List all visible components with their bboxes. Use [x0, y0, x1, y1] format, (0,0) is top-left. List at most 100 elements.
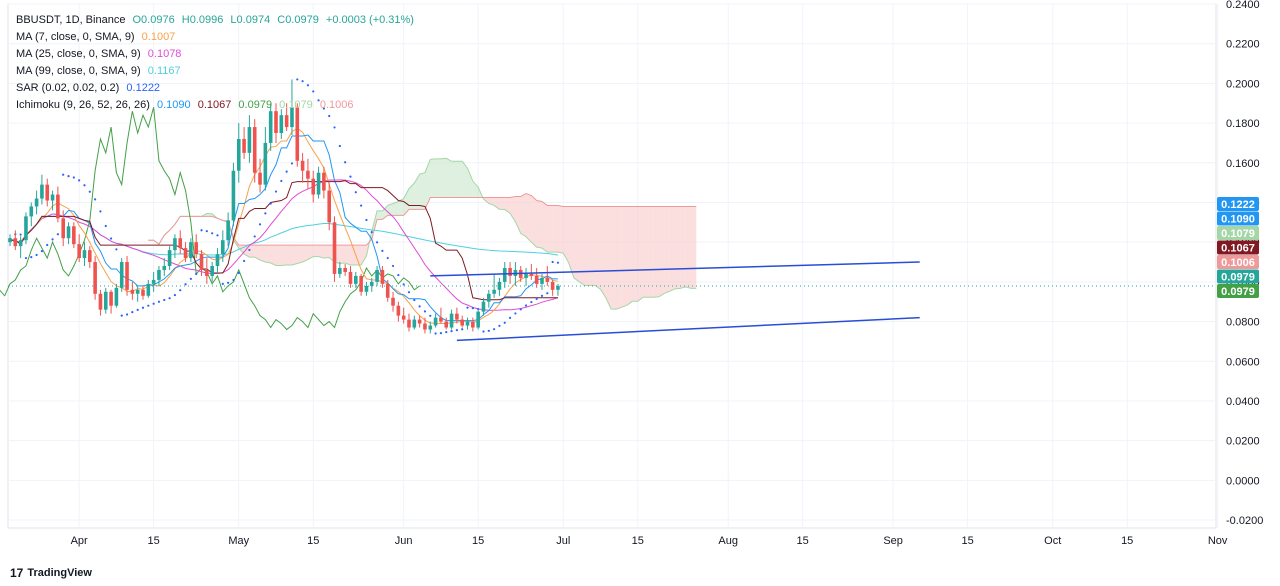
- price-label: 0.1067: [1217, 240, 1259, 255]
- sar-dot: [402, 283, 405, 286]
- x-tick-label: 15: [307, 535, 319, 547]
- candle-body: [412, 319, 417, 328]
- candle-body: [322, 172, 326, 191]
- cloud-segment: [276, 245, 282, 266]
- x-tick-label: Sep: [883, 535, 903, 547]
- trendline-lower: [456, 316, 920, 342]
- y-tick-label: 0.0200: [1226, 436, 1260, 448]
- sar-dot: [418, 305, 421, 308]
- ma99-legend-row[interactable]: MA (99, close, 0, SMA, 9) 0.1167: [16, 63, 418, 80]
- cloud-segment: [504, 197, 511, 214]
- y-tick-label: 0.2000: [1226, 78, 1260, 90]
- trendlines[interactable]: [430, 261, 920, 342]
- cloud-segment: [403, 188, 409, 216]
- sar-dot: [242, 259, 246, 263]
- cloud-segment: [680, 206, 686, 289]
- candle-body: [316, 172, 321, 195]
- ma25-label: MA (25, close, 0, SMA, 9): [16, 48, 141, 60]
- ichimoku-legend-row[interactable]: Ichimoku (9, 26, 52, 26, 26) 0.1090 0.10…: [16, 97, 418, 114]
- price-label-text: 0.1067: [1221, 243, 1255, 255]
- cloud-segment: [414, 174, 420, 210]
- sar-dot: [152, 302, 155, 305]
- sar-dot: [434, 332, 437, 335]
- candle-body: [327, 190, 331, 223]
- candle-body: [508, 267, 512, 276]
- candle-body: [417, 319, 422, 324]
- price-label-text: 0.0979: [1221, 286, 1255, 298]
- cloud-segment: [690, 206, 697, 289]
- sar-dot: [99, 210, 102, 213]
- cloud-segment: [542, 201, 548, 253]
- sar-dot: [248, 248, 251, 252]
- ma7-legend-row[interactable]: MA (7, close, 0, SMA, 9) 0.1007: [16, 29, 418, 46]
- symbol-legend-row[interactable]: BBUSDT, 1D, Binance O0.0976 H0.0996 L0.0…: [16, 12, 418, 29]
- ma99-value: 0.1167: [147, 65, 181, 77]
- sar-dot: [524, 304, 528, 307]
- sar-dot: [306, 84, 310, 87]
- sar-dot: [227, 281, 230, 284]
- sar-dot: [40, 249, 44, 253]
- sar-dot: [19, 233, 22, 236]
- candle-body: [487, 293, 491, 302]
- tradingview-branding[interactable]: 17 TradingView: [10, 566, 92, 580]
- sar-dot: [322, 107, 325, 110]
- candle-body: [61, 218, 65, 239]
- candle-body: [167, 250, 172, 266]
- sar-dot: [179, 289, 182, 292]
- sar-dot: [370, 231, 373, 234]
- price-label-bg: [1217, 240, 1259, 255]
- x-tick-label: 15: [148, 535, 160, 547]
- price-label: 0.0979: [1217, 284, 1259, 298]
- candle-body: [141, 289, 145, 296]
- candle-body: [497, 281, 502, 290]
- sar-dot: [147, 304, 150, 307]
- candle-body: [369, 281, 374, 286]
- cloud-segment: [409, 183, 415, 210]
- y-tick-label: 0.0000: [1226, 475, 1260, 487]
- candle-body: [221, 240, 225, 255]
- sar-dot: [375, 241, 379, 244]
- y-tick-label: 0.2400: [1226, 0, 1260, 11]
- sar-dot: [466, 306, 469, 309]
- leading-span-b-line: [148, 193, 697, 246]
- candle-body: [231, 170, 236, 221]
- sar-dot: [381, 249, 384, 252]
- sar-legend-row[interactable]: SAR (0.02, 0.02, 0.2) 0.1222: [16, 80, 418, 97]
- x-tick-label: Aug: [718, 535, 738, 547]
- time-axis[interactable]: Apr 15 May 15 Jun 15 Jul 15 Aug 15 Sep 15 Oct 15 Nov: [71, 535, 1228, 547]
- ichimoku-lagging-value: 0.0979: [238, 99, 273, 111]
- cloud-segment: [627, 206, 633, 306]
- tradingview-logo-icon: 17: [10, 566, 24, 580]
- sar-dot: [328, 114, 331, 118]
- cloud-segment: [467, 168, 473, 198]
- candle-body: [236, 138, 241, 171]
- sar-dot: [386, 256, 389, 260]
- price-label-text: 0.1006: [1221, 257, 1255, 269]
- sar-dot: [349, 175, 352, 178]
- x-tick-label: Oct: [1044, 535, 1061, 547]
- price-axis[interactable]: 0.24000.22000.20000.18000.16000.14000.12…: [1226, 0, 1263, 527]
- sar-dot: [184, 283, 187, 286]
- cloud-segment: [499, 197, 505, 210]
- ma25-legend-row[interactable]: MA (25, close, 0, SMA, 9) 0.1078: [16, 46, 418, 63]
- trendline-upper: [430, 261, 920, 277]
- cloud-segment: [600, 206, 606, 298]
- sar-dot: [30, 256, 33, 259]
- cloud-segment: [435, 158, 441, 198]
- candle-body: [460, 319, 464, 326]
- candle-body: [13, 238, 18, 247]
- sar-dot: [232, 278, 235, 282]
- cloud-segment: [664, 206, 670, 294]
- sar-dot: [498, 324, 501, 327]
- sar-dot: [471, 307, 474, 310]
- candle-body: [284, 115, 289, 128]
- candle-body: [258, 172, 262, 185]
- candle-body: [93, 262, 97, 294]
- cloud-segment: [557, 205, 564, 254]
- candle-body: [439, 317, 443, 322]
- candle-body: [77, 244, 81, 259]
- candle-body: [534, 275, 539, 284]
- candle-body: [380, 269, 385, 284]
- symbol-label: BBUSDT, 1D, Binance: [16, 14, 126, 26]
